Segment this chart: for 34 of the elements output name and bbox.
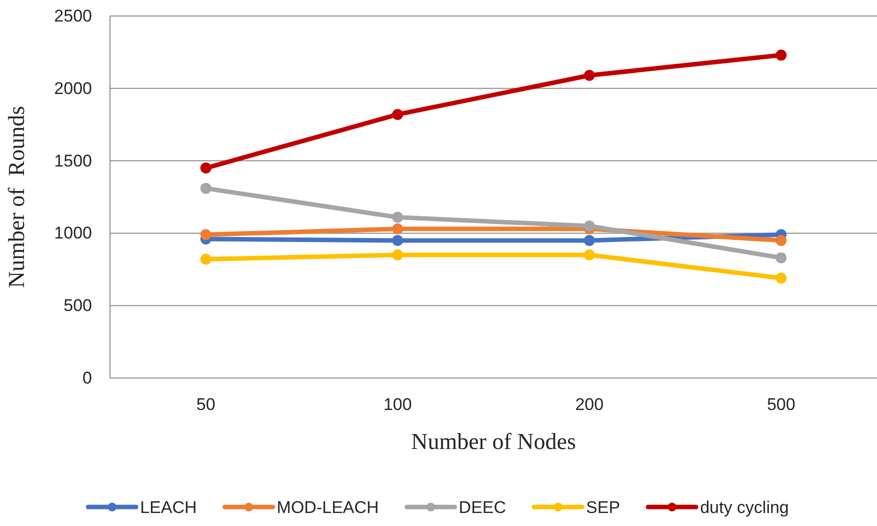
point [584,249,595,260]
x-tick-label: 50 [196,395,216,414]
y-tick-label: 1000 [54,224,92,243]
point [584,70,595,81]
point [392,234,404,246]
point [776,50,787,61]
y-tick-label: 500 [64,296,92,316]
legend-label: duty cycling [700,498,789,517]
x-tick-label: 200 [575,395,604,414]
legend-label: SEP [586,498,620,517]
point [200,162,212,174]
point [584,220,595,232]
point [392,223,404,234]
point [584,234,595,246]
x-tick-label: 500 [766,395,796,414]
point [200,254,212,265]
y-tick-label: 2000 [54,78,92,98]
x-tick-label: 100 [383,395,412,414]
legend-label: DEEC [458,498,506,517]
point [776,272,787,284]
y-tick-label: 2500 [54,6,92,26]
point [392,249,404,260]
x-axis-title: Number of Nodes [411,429,576,454]
point [776,252,787,264]
y-tick-label: 1500 [54,151,92,170]
y-tick-label: 0 [82,368,92,388]
y-axis-title: Number of Rounds [4,106,29,288]
point [776,234,787,246]
point [200,229,212,240]
legend-label: LEACH [140,498,197,517]
point [200,182,212,194]
point [392,108,404,120]
legend-label: MOD-LEACH [276,498,379,517]
point [392,212,404,223]
